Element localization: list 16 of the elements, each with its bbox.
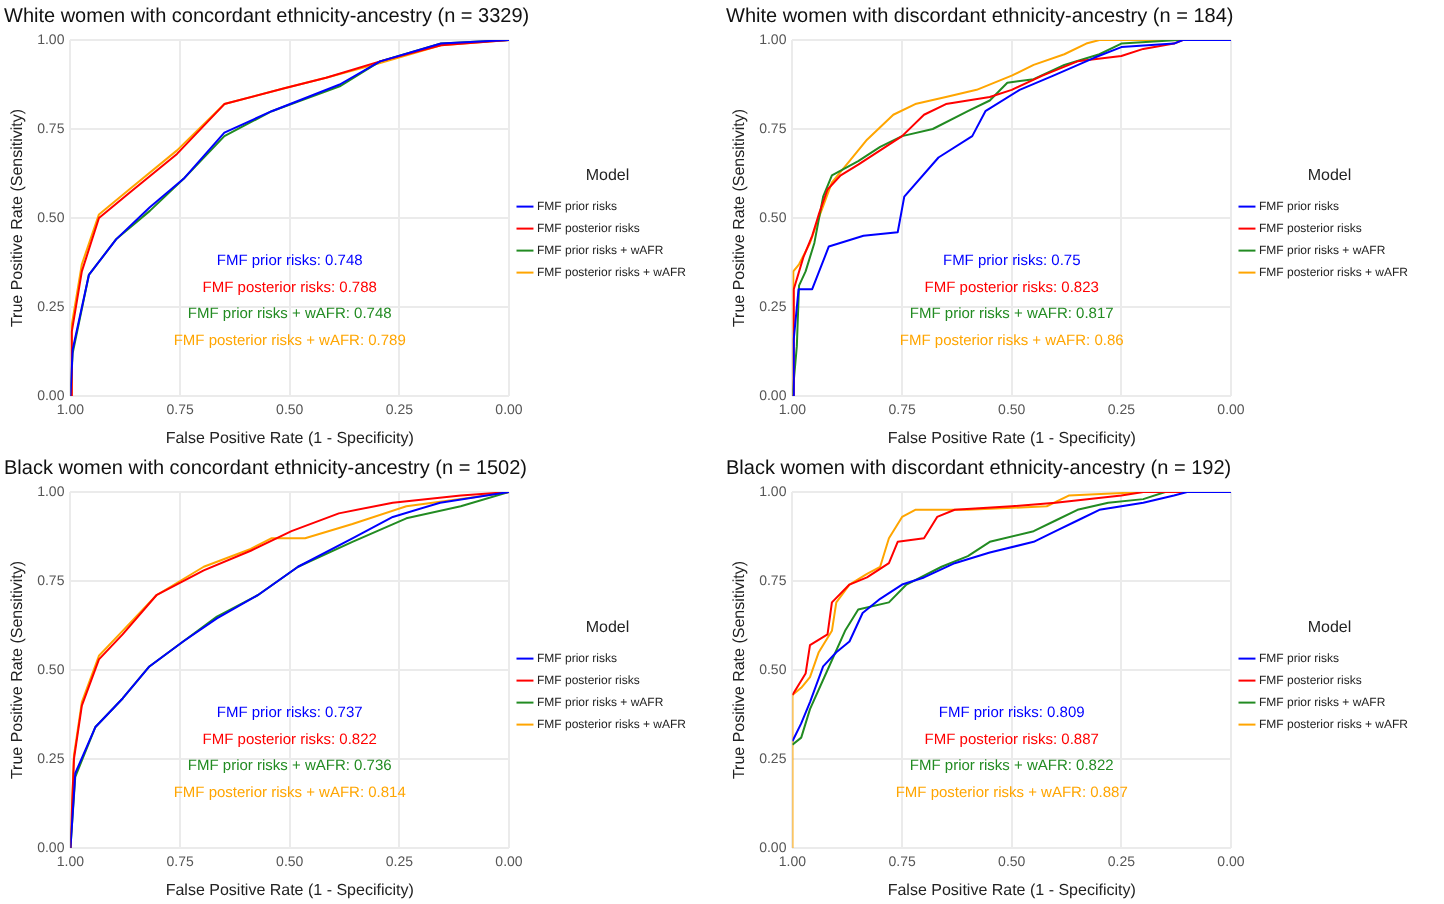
chart-title: Black women with discordant ethnicity-ancestry (n = 192) (726, 457, 1232, 480)
legend-title: Model (1307, 165, 1352, 184)
legend-title: Model (585, 617, 630, 636)
legend-title: Model (585, 165, 630, 184)
x-axis-title: False Positive Rate (1 - Specificity) (887, 428, 1137, 447)
y-axis-title: True Positive Rate (Sensitivity) (8, 108, 27, 328)
y-axis-title: True Positive Rate (Sensitivity) (730, 560, 749, 780)
legend-title: Model (1307, 617, 1352, 636)
y-axis-title: True Positive Rate (Sensitivity) (8, 560, 27, 780)
x-axis-title: False Positive Rate (1 - Specificity) (165, 880, 415, 899)
chart-title: White women with discordant ethnicity-ancestry (n = 184) (726, 5, 1234, 28)
chart-title: White women with concordant ethnicity-ancestry (n = 3329) (4, 5, 530, 28)
x-axis-title: False Positive Rate (1 - Specificity) (165, 428, 415, 447)
chart-title: Black women with concordant ethnicity-ancestry (n = 1502) (4, 457, 528, 480)
x-axis-title: False Positive Rate (1 - Specificity) (887, 880, 1137, 899)
y-axis-title: True Positive Rate (Sensitivity) (730, 108, 749, 328)
